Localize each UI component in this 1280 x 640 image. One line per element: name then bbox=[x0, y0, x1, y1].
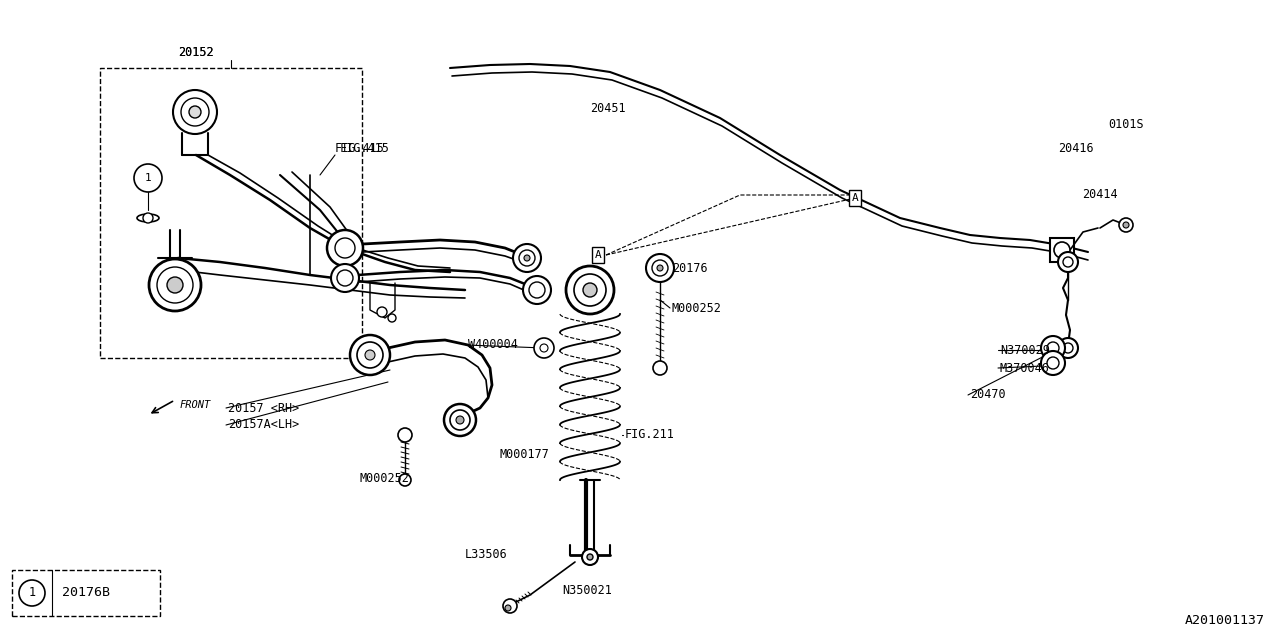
Circle shape bbox=[166, 277, 183, 293]
Circle shape bbox=[1047, 357, 1059, 369]
Bar bbox=[1050, 238, 1074, 262]
Text: 20157 <RH>: 20157 <RH> bbox=[228, 401, 300, 415]
Circle shape bbox=[1041, 351, 1065, 375]
Circle shape bbox=[148, 259, 201, 311]
Circle shape bbox=[1059, 338, 1078, 358]
Text: 20152: 20152 bbox=[178, 45, 214, 58]
Bar bbox=[100, 68, 362, 358]
Circle shape bbox=[573, 274, 605, 306]
Circle shape bbox=[326, 230, 364, 266]
Circle shape bbox=[1041, 336, 1065, 360]
Circle shape bbox=[444, 404, 476, 436]
Circle shape bbox=[506, 605, 511, 611]
Text: 20176: 20176 bbox=[672, 262, 708, 275]
Circle shape bbox=[332, 264, 358, 292]
Text: A: A bbox=[595, 250, 602, 260]
Circle shape bbox=[398, 428, 412, 442]
Text: 20416: 20416 bbox=[1059, 141, 1093, 154]
Text: 0101S: 0101S bbox=[1108, 118, 1143, 131]
Text: W400004: W400004 bbox=[468, 339, 518, 351]
Circle shape bbox=[518, 250, 535, 266]
Circle shape bbox=[534, 338, 554, 358]
Circle shape bbox=[529, 282, 545, 298]
Circle shape bbox=[134, 164, 163, 192]
Text: 20414: 20414 bbox=[1082, 189, 1117, 202]
Circle shape bbox=[1062, 257, 1073, 267]
Text: N350021: N350021 bbox=[562, 584, 612, 596]
Text: A: A bbox=[851, 193, 859, 203]
Circle shape bbox=[349, 335, 390, 375]
Text: N370029: N370029 bbox=[1000, 344, 1050, 356]
Text: 20157A<LH>: 20157A<LH> bbox=[228, 419, 300, 431]
Circle shape bbox=[503, 599, 517, 613]
Circle shape bbox=[582, 283, 596, 297]
Text: 1: 1 bbox=[145, 173, 151, 183]
Circle shape bbox=[566, 266, 614, 314]
Circle shape bbox=[378, 307, 387, 317]
Circle shape bbox=[524, 276, 550, 304]
Circle shape bbox=[588, 554, 593, 560]
Text: FIG.415: FIG.415 bbox=[335, 141, 385, 154]
Circle shape bbox=[1053, 242, 1070, 258]
Text: 20451: 20451 bbox=[590, 102, 626, 115]
Text: 1: 1 bbox=[28, 586, 36, 600]
Circle shape bbox=[143, 213, 154, 223]
Bar bbox=[12, 570, 160, 616]
Circle shape bbox=[173, 90, 218, 134]
Text: FIG.211: FIG.211 bbox=[625, 429, 675, 442]
Text: 20152: 20152 bbox=[178, 45, 214, 58]
Circle shape bbox=[456, 416, 465, 424]
Circle shape bbox=[399, 474, 411, 486]
Circle shape bbox=[652, 260, 668, 276]
Circle shape bbox=[1047, 342, 1059, 354]
Circle shape bbox=[180, 98, 209, 126]
Text: FIG.415: FIG.415 bbox=[340, 141, 390, 154]
Circle shape bbox=[540, 344, 548, 352]
Circle shape bbox=[1119, 218, 1133, 232]
Circle shape bbox=[582, 549, 598, 565]
Text: FRONT: FRONT bbox=[180, 400, 211, 410]
Circle shape bbox=[657, 265, 663, 271]
Circle shape bbox=[365, 350, 375, 360]
Ellipse shape bbox=[137, 214, 159, 222]
Circle shape bbox=[1059, 252, 1078, 272]
Text: 20470: 20470 bbox=[970, 388, 1006, 401]
Circle shape bbox=[388, 314, 396, 322]
Circle shape bbox=[157, 267, 193, 303]
Circle shape bbox=[1062, 343, 1073, 353]
Circle shape bbox=[335, 238, 355, 258]
Circle shape bbox=[19, 580, 45, 606]
Text: M000177: M000177 bbox=[500, 449, 550, 461]
Text: M000252: M000252 bbox=[360, 472, 410, 484]
Circle shape bbox=[524, 255, 530, 261]
Circle shape bbox=[513, 244, 541, 272]
Circle shape bbox=[189, 106, 201, 118]
Circle shape bbox=[653, 361, 667, 375]
Circle shape bbox=[451, 410, 470, 430]
Text: L33506: L33506 bbox=[465, 548, 508, 561]
Text: M370046: M370046 bbox=[1000, 362, 1050, 374]
Text: M000252: M000252 bbox=[672, 301, 722, 314]
Circle shape bbox=[646, 254, 675, 282]
Circle shape bbox=[337, 270, 353, 286]
Text: A201001137: A201001137 bbox=[1185, 614, 1265, 627]
Circle shape bbox=[357, 342, 383, 368]
Circle shape bbox=[1123, 222, 1129, 228]
Text: 20176B: 20176B bbox=[61, 586, 110, 600]
